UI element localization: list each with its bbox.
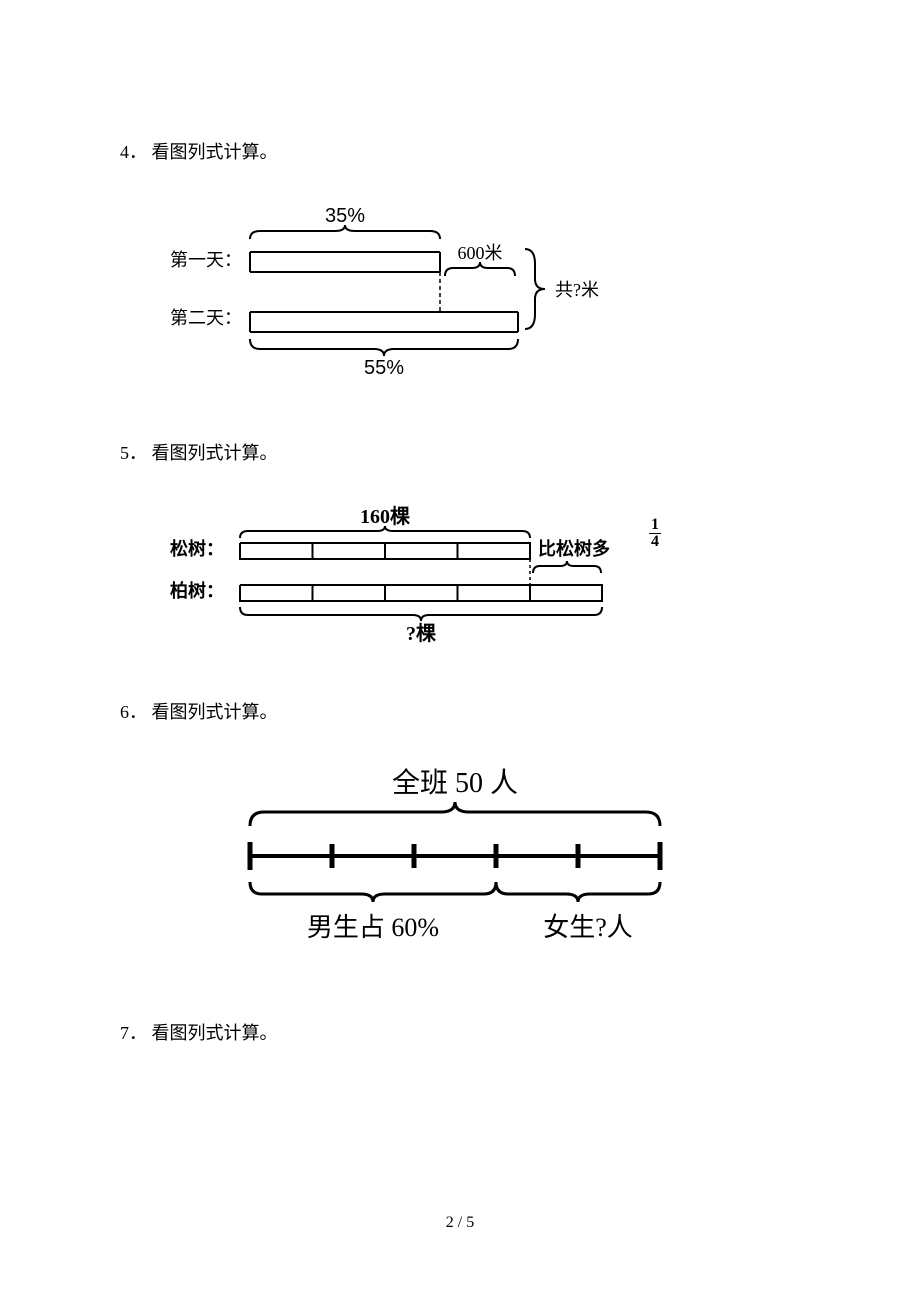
- d5-bar-pine: [240, 543, 530, 559]
- d4-top-percent: 35%: [325, 205, 365, 227]
- d4-row1-label: 第一天：: [170, 250, 242, 270]
- d5-right-text: 比松树多: [538, 538, 610, 559]
- diagram-6: 全班 50 人 男生占 60% 女生?人: [240, 764, 800, 959]
- d4-right-brace: [525, 249, 545, 329]
- d5-fraction: 14: [649, 524, 661, 541]
- q6-text: 看图列式计算。: [152, 702, 278, 722]
- d4-right-label: 共?米: [555, 280, 599, 300]
- q5-text: 看图列式计算。: [152, 443, 278, 463]
- d5-frac-num: 1: [649, 517, 661, 534]
- d5-row2-label: 柏树：: [170, 580, 224, 601]
- question-7: 7． 看图列式计算。: [120, 1019, 800, 1045]
- q7-text: 看图列式计算。: [152, 1023, 278, 1043]
- d6-bottom-right: 女生?人: [543, 913, 633, 942]
- d5-bar-cypress: [240, 585, 602, 601]
- d5-frac-den: 4: [649, 534, 661, 550]
- q4-text: 看图列式计算。: [152, 142, 278, 162]
- d6-bottom-left: 男生占 60%: [307, 913, 439, 942]
- q7-number: 7．: [120, 1023, 147, 1043]
- d4-bottom-percent: 55%: [364, 357, 404, 374]
- d4-extra-label: 600米: [458, 243, 503, 263]
- q6-number: 6．: [120, 702, 147, 722]
- d6-top-brace: [250, 802, 660, 826]
- d5-extra-brace: [533, 561, 601, 573]
- q5-number: 5．: [120, 443, 147, 463]
- d5-bottom-brace: [240, 607, 602, 621]
- diagram-4: 35% 第一天： 600米 共?米 第二天： 55%: [160, 204, 800, 379]
- q4-number: 4．: [120, 142, 147, 162]
- d5-top-count: 160棵: [360, 505, 410, 528]
- d4-bar1: [250, 252, 440, 272]
- d4-top-brace: [250, 225, 440, 239]
- d4-bar2: [250, 312, 518, 332]
- page-number: 2 / 5: [0, 1214, 920, 1232]
- d6-left-brace: [250, 882, 496, 902]
- d6-top-text: 全班 50 人: [392, 767, 518, 799]
- d5-bottom-text: ?棵: [406, 621, 436, 645]
- diagram-5: 160棵 松树： 比松树多 柏树： ?棵 14: [160, 505, 800, 658]
- d4-extra-brace: [445, 262, 515, 276]
- question-6: 6． 看图列式计算。: [120, 698, 800, 724]
- question-5: 5． 看图列式计算。: [120, 439, 800, 465]
- d5-row1-label: 松树：: [170, 538, 224, 559]
- d5-top-brace: [240, 526, 530, 538]
- question-4: 4． 看图列式计算。: [120, 138, 800, 164]
- d4-row2-label: 第二天：: [170, 308, 242, 328]
- d6-right-brace: [496, 882, 660, 902]
- d4-bottom-brace: [250, 339, 518, 356]
